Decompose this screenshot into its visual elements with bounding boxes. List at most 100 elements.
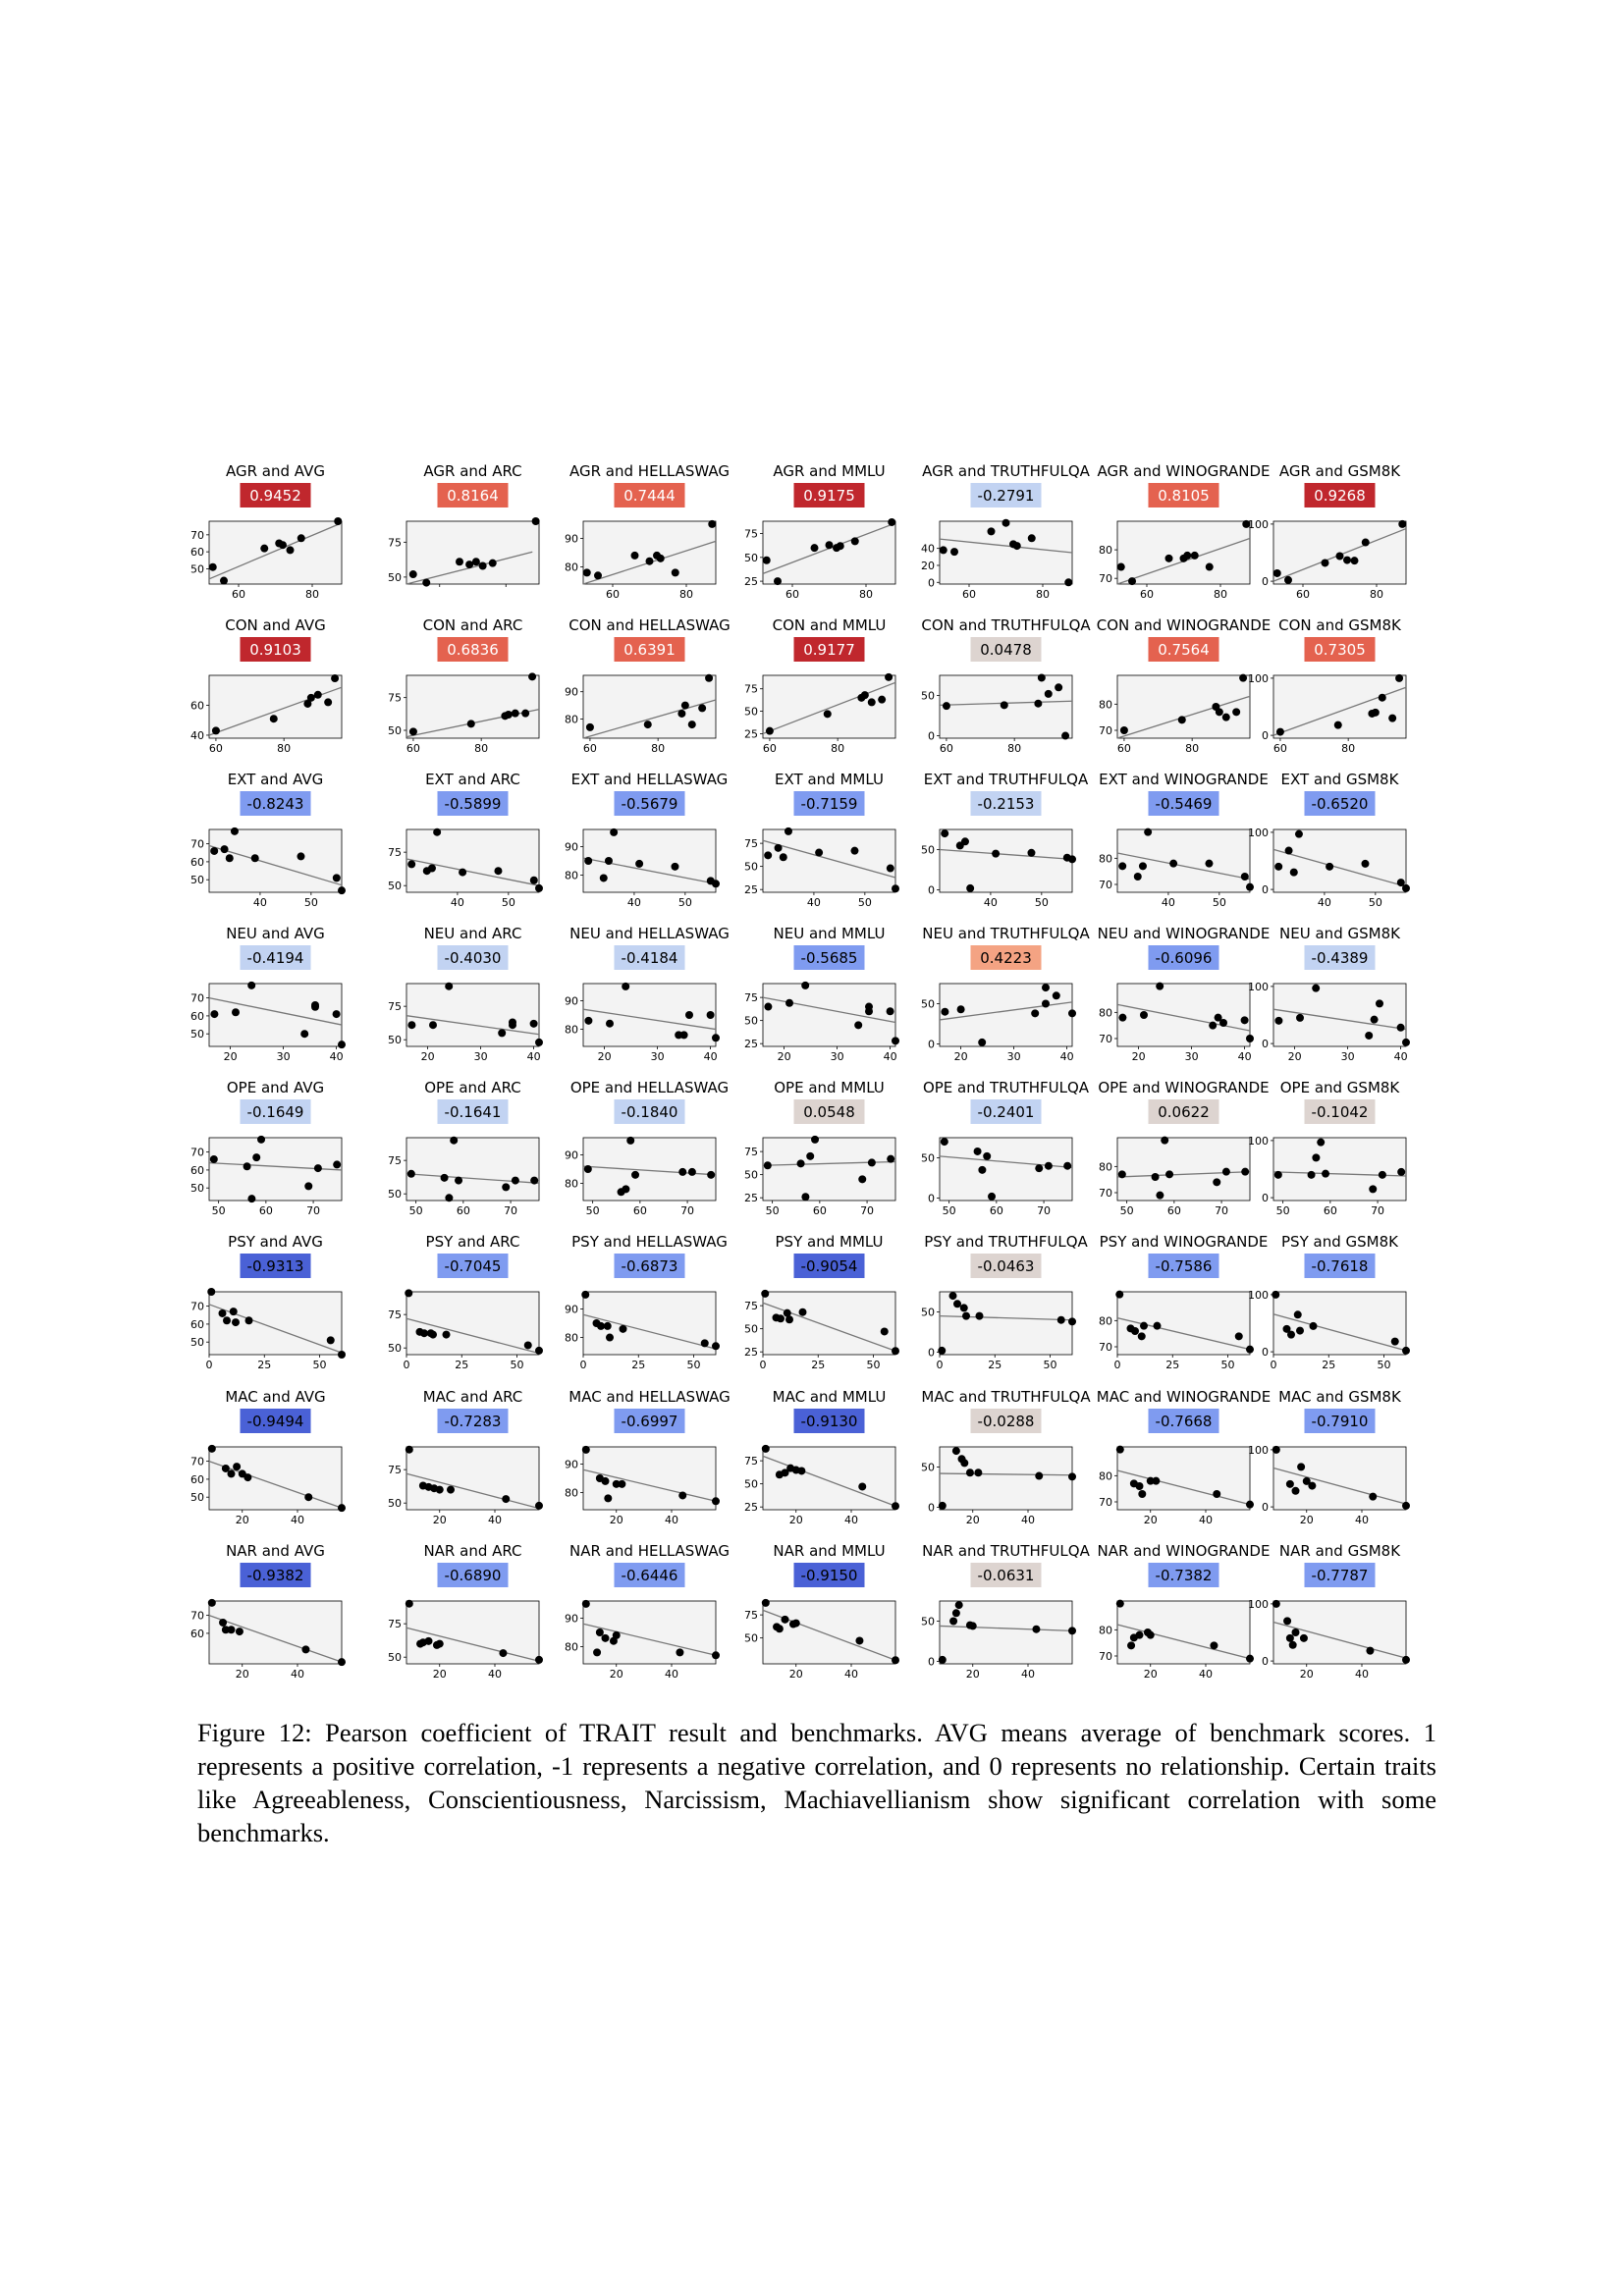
coef-badge xyxy=(1148,791,1219,816)
y-tick-label: 0 xyxy=(1262,883,1269,896)
coef-value: -0.1641 xyxy=(445,1103,502,1121)
data-point xyxy=(1219,1019,1227,1027)
x-tick-label: 70 xyxy=(504,1204,517,1217)
x-tick-label: 20 xyxy=(789,1514,803,1526)
data-point xyxy=(622,982,630,990)
data-point xyxy=(244,1473,252,1482)
data-point xyxy=(785,998,793,1007)
data-point xyxy=(1115,1445,1124,1454)
y-tick-label: 60 xyxy=(190,1628,204,1640)
y-tick-label: 70 xyxy=(1099,879,1112,891)
data-point xyxy=(1135,1630,1144,1639)
data-point xyxy=(332,1010,341,1019)
data-point xyxy=(1246,1500,1254,1509)
subplot: NAR and AVG -0.9382 60 70 20 40 xyxy=(190,1542,346,1681)
y-tick-label: 40 xyxy=(921,543,935,556)
subplot-title: MAC and GSM8K xyxy=(1278,1388,1402,1406)
y-tick-label: 60 xyxy=(190,1164,204,1177)
data-point xyxy=(761,1598,770,1607)
data-point xyxy=(992,849,1001,858)
data-point xyxy=(445,982,454,990)
subplot: NEU and ARC -0.4030 50 75 20 30 40 xyxy=(388,925,543,1063)
data-point xyxy=(960,1459,969,1468)
fit-line xyxy=(762,1455,896,1507)
plot-area xyxy=(406,1291,540,1356)
fit-line xyxy=(1116,1003,1251,1032)
data-point xyxy=(1035,1471,1044,1480)
plot-area xyxy=(939,983,1073,1047)
coef-value: -0.0631 xyxy=(978,1567,1035,1584)
fit-line xyxy=(939,1625,1073,1632)
x-tick-label: 30 xyxy=(1185,1050,1199,1063)
fit-line xyxy=(1272,1008,1407,1031)
x-tick-label: 50 xyxy=(304,896,318,909)
data-point xyxy=(1272,1599,1280,1608)
data-point xyxy=(301,1645,310,1654)
x-tick-label: 0 xyxy=(1271,1359,1277,1371)
x-tick-label: 50 xyxy=(858,896,872,909)
y-tick-label: 50 xyxy=(921,690,935,703)
y-tick-label: 0 xyxy=(928,1193,935,1205)
data-point xyxy=(1117,1170,1126,1179)
fit-line xyxy=(582,699,717,739)
coef-badge xyxy=(793,1409,865,1433)
plot-area xyxy=(1272,983,1407,1047)
data-point xyxy=(450,1136,459,1145)
subplot-title: EXT and HELLASWAG xyxy=(571,771,729,788)
x-tick-label: 50 xyxy=(687,1359,701,1371)
x-tick-label: 80 xyxy=(1185,742,1199,755)
data-point xyxy=(798,1308,807,1316)
coef-badge xyxy=(437,945,509,970)
x-tick-label: 60 xyxy=(813,1204,827,1217)
coef-badge xyxy=(1304,1409,1376,1433)
subplot: MAC and ARC -0.7283 50 75 20 40 xyxy=(388,1388,543,1526)
subplot-title: OPE and GSM8K xyxy=(1280,1079,1401,1096)
x-tick-label: 0 xyxy=(937,1359,944,1371)
data-point xyxy=(1127,1641,1136,1650)
data-point xyxy=(680,701,689,710)
fit-line xyxy=(939,1001,1073,1021)
coef-value: -0.8243 xyxy=(247,795,304,813)
coef-badge xyxy=(614,483,685,507)
plot-area xyxy=(762,1137,896,1201)
data-point xyxy=(815,848,824,857)
coef-value: -0.6997 xyxy=(622,1413,678,1430)
data-point xyxy=(1035,1164,1044,1173)
coef-badge xyxy=(1148,637,1219,662)
x-tick-label: 50 xyxy=(511,1359,524,1371)
data-point xyxy=(220,845,229,854)
subplot-title: NAR and WINOGRANDE xyxy=(1098,1542,1271,1560)
data-point xyxy=(983,1151,992,1160)
data-point xyxy=(885,672,893,681)
data-point xyxy=(1395,673,1404,682)
data-point xyxy=(1169,859,1178,868)
coef-badge xyxy=(1304,1099,1376,1124)
data-point xyxy=(892,1656,899,1665)
data-point xyxy=(618,1479,626,1488)
data-point xyxy=(243,1162,251,1171)
data-point xyxy=(1156,982,1164,990)
data-point xyxy=(887,1154,895,1163)
x-tick-label: 40 xyxy=(665,1514,678,1526)
fit-line xyxy=(1116,1469,1251,1506)
data-point xyxy=(1044,1161,1053,1170)
plot-area xyxy=(939,828,1073,893)
data-point xyxy=(785,1315,793,1324)
y-tick-label: 90 xyxy=(565,686,578,699)
subplot: EXT and GSM8K -0.6520 0 100 40 50 xyxy=(1248,771,1410,909)
data-point xyxy=(304,1182,313,1191)
x-tick-label: 40 xyxy=(1394,1050,1408,1063)
y-tick-label: 50 xyxy=(744,861,758,874)
coef-value: -0.5469 xyxy=(1156,795,1213,813)
subplot-title: CON and HELLASWAG xyxy=(568,616,731,634)
plot-area xyxy=(762,1446,896,1511)
y-tick-label: 75 xyxy=(744,528,758,541)
data-point xyxy=(712,1342,720,1351)
data-point xyxy=(1294,829,1303,838)
data-point xyxy=(951,1609,960,1618)
y-tick-label: 50 xyxy=(190,1028,204,1041)
x-tick-label: 80 xyxy=(1007,742,1021,755)
data-point xyxy=(1273,1170,1282,1179)
data-point xyxy=(763,1161,772,1170)
scatter-grid: AGR and AVG 0.9452 50 60 70 60 80 AGR and ARC 0.… xyxy=(190,462,1410,1681)
